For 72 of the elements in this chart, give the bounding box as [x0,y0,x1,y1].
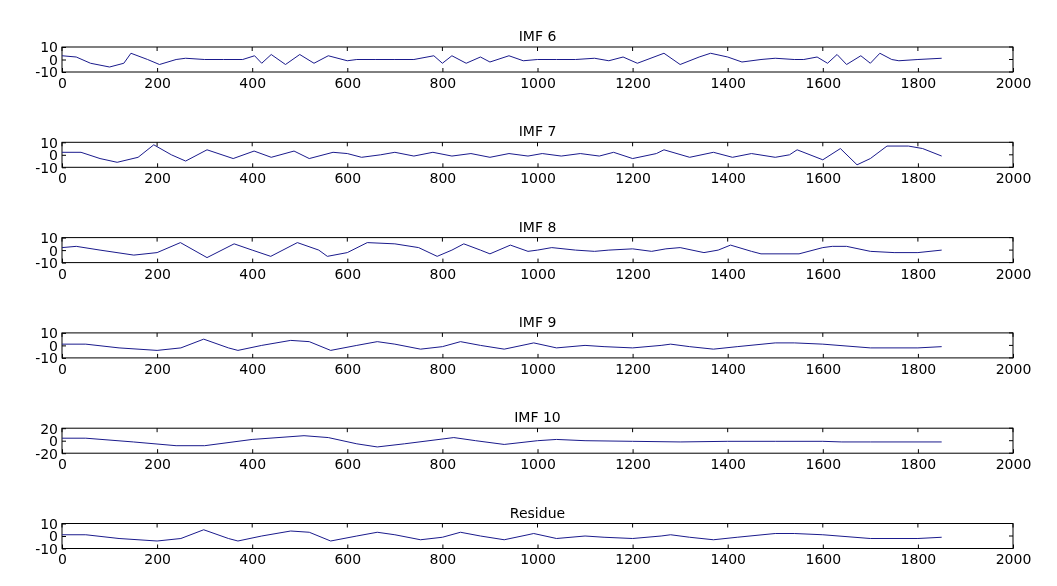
x-tick-label: 2000 [995,170,1032,187]
x-tick-label: 1600 [805,74,842,91]
line-series [61,529,943,542]
x-tick-label: 200 [144,170,171,187]
x-tick-label: 200 [144,551,171,568]
x-tick-label: 1000 [520,74,556,91]
x-tick-label: 1600 [805,456,842,473]
x-tick-label: 800 [429,456,457,473]
line-series [61,144,943,166]
x-tick-label: 600 [334,456,362,473]
x-tick-label: 600 [334,551,362,568]
chart-title: Residue [509,504,566,521]
x-tick-label: 200 [144,74,171,91]
x-tick-label: 400 [239,170,267,187]
x-tick-label: 200 [144,265,171,282]
x-tick-label: 1200 [615,265,651,282]
x-tick-label: 1200 [615,456,651,473]
x-tick-label: 1000 [520,265,556,282]
chart-title: IMF 7 [518,123,557,140]
x-tick-label: 1000 [520,360,556,377]
line-series [61,52,943,68]
x-tick-label: 600 [334,360,362,377]
x-tick-label: 1800 [900,265,937,282]
x-tick-label: 1200 [615,551,651,568]
x-tick-label: 1400 [710,360,747,377]
x-tick-label: 200 [144,360,171,377]
x-tick-label: 2000 [995,74,1032,91]
x-tick-label: 1400 [710,551,747,568]
x-tick-label: 600 [334,74,362,91]
x-tick-label: 1600 [805,551,842,568]
line-series [61,242,943,259]
x-tick-label: 400 [239,551,267,568]
x-tick-label: 800 [429,360,457,377]
chart-title: IMF 6 [518,28,557,44]
x-tick-label: 200 [144,456,171,473]
x-tick-label: 1400 [710,170,747,187]
x-tick-label: 400 [239,360,267,377]
x-tick-label: 800 [429,551,457,568]
x-tick-label: 800 [429,170,457,187]
x-tick-label: 1600 [805,265,842,282]
x-tick-label: 400 [239,456,267,473]
x-tick-label: 1000 [520,170,556,187]
x-tick-label: 2000 [995,265,1032,282]
x-tick-label: 1800 [900,74,937,91]
x-tick-label: 2000 [995,360,1032,377]
line-series [61,338,943,351]
x-tick-label: 1800 [900,360,937,377]
x-tick-label: 2000 [995,551,1032,568]
x-tick-label: 1400 [710,74,747,91]
x-tick-label: 1400 [710,265,747,282]
x-tick-label: 1200 [615,74,651,91]
x-tick-label: 400 [239,74,267,91]
x-tick-label: 800 [429,265,457,282]
x-tick-label: 800 [429,74,457,91]
x-tick-label: 1200 [615,170,651,187]
x-tick-label: 1600 [805,170,842,187]
x-tick-label: 1800 [900,170,937,187]
x-tick-label: 400 [239,265,267,282]
x-tick-label: 600 [334,265,362,282]
x-tick-label: 1800 [900,456,937,473]
chart-title: IMF 8 [518,218,557,235]
chart-title: IMF 9 [518,313,557,330]
x-tick-label: 1600 [805,360,842,377]
line-series [61,435,943,448]
x-tick-label: 1000 [520,551,556,568]
x-tick-label: 2000 [995,456,1032,473]
x-tick-label: 1200 [615,360,651,377]
x-tick-label: 1000 [520,456,556,473]
x-tick-label: 1400 [710,456,747,473]
x-tick-label: 1800 [900,551,937,568]
chart-title: IMF 10 [514,409,561,426]
x-tick-label: 600 [334,170,362,187]
